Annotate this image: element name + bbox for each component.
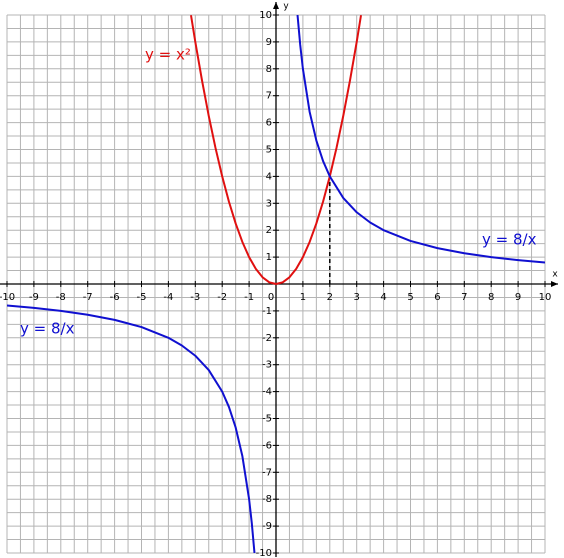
x-tick-label: -4 xyxy=(163,292,173,303)
x-tick-label: -1 xyxy=(244,292,254,303)
y-tick-label: 7 xyxy=(266,91,272,102)
y-tick-label: -8 xyxy=(262,494,272,505)
y-tick-label: -2 xyxy=(262,333,272,344)
y-tick-label: -5 xyxy=(262,414,272,425)
x-tick-label: 7 xyxy=(461,292,467,303)
y-tick-label: 5 xyxy=(266,145,272,156)
y-arrow xyxy=(273,2,279,9)
y-tick-label: 4 xyxy=(266,171,272,182)
x-tick-label: -2 xyxy=(217,292,227,303)
x-tick-label: 2 xyxy=(327,292,333,303)
y-tick-label: 10 xyxy=(259,10,272,21)
x-axis-label: x xyxy=(552,270,558,280)
y-tick-label: -4 xyxy=(262,387,272,398)
y-tick-label: -9 xyxy=(262,521,272,532)
x-arrow xyxy=(551,281,558,287)
x-tick-label: -8 xyxy=(56,292,66,303)
x-tick-label: 8 xyxy=(488,292,494,303)
x-tick-label: 3 xyxy=(354,292,360,303)
x-tick-label: -10 xyxy=(0,292,15,303)
curve-label: y = 8/x xyxy=(20,320,75,338)
y-axis-label: y xyxy=(283,2,289,12)
x-tick-label: 4 xyxy=(380,292,386,303)
y-tick-label: 8 xyxy=(266,64,272,75)
x-tick-label: 6 xyxy=(434,292,440,303)
x-tick-label: -5 xyxy=(137,292,147,303)
x-tick-label: -3 xyxy=(190,292,200,303)
y-tick-label: -10 xyxy=(256,548,272,558)
y-tick-label: 6 xyxy=(266,118,272,129)
x-tick-label: 0 xyxy=(268,292,274,303)
y-tick-label: -7 xyxy=(262,467,272,478)
y-tick-label: 2 xyxy=(266,225,272,236)
y-tick-label: -1 xyxy=(262,306,272,317)
curve-label: y = x² xyxy=(145,46,191,64)
curve-label: y = 8/x xyxy=(482,231,537,249)
x-tick-label: 5 xyxy=(407,292,413,303)
x-tick-label: 10 xyxy=(539,292,552,303)
x-tick-label: -6 xyxy=(110,292,120,303)
x-tick-label: 1 xyxy=(300,292,306,303)
y-tick-label: 3 xyxy=(266,198,272,209)
function-curve xyxy=(190,15,362,285)
x-tick-label: -7 xyxy=(83,292,93,303)
y-tick-label: -3 xyxy=(262,360,272,371)
function-curve xyxy=(7,15,545,553)
plot-area xyxy=(7,15,545,553)
x-tick-label: -9 xyxy=(29,292,39,303)
y-tick-label: -6 xyxy=(262,440,272,451)
y-tick-label: 1 xyxy=(266,252,272,263)
x-tick-label: 9 xyxy=(515,292,521,303)
y-tick-label: 9 xyxy=(266,37,272,48)
